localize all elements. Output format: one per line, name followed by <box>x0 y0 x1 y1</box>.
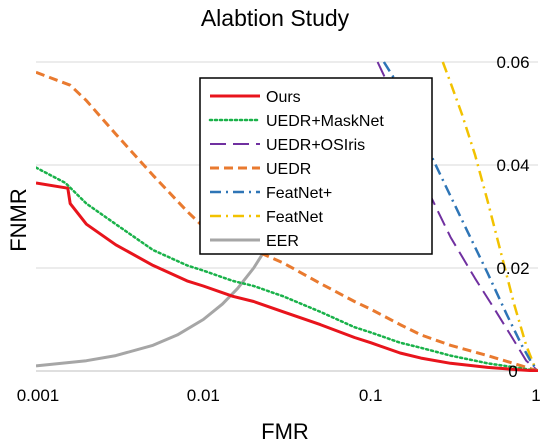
y-tick-label: 0.02 <box>496 259 529 278</box>
y-axis-ticks: 0 0.02 0.04 0.06 <box>496 53 529 381</box>
y-tick-label: 0 <box>508 362 517 381</box>
series-line-uedr-masknet <box>36 166 538 372</box>
series-line-uedr <box>36 70 538 372</box>
legend-label: UEDR+MaskNet <box>266 113 384 130</box>
x-tick-label: 1 <box>531 386 540 405</box>
legend-label: FeatNet <box>266 209 323 226</box>
y-tick-label: 0.06 <box>496 53 529 72</box>
series-line-featnet <box>441 61 538 372</box>
legend-label: EER <box>266 233 299 250</box>
legend-box <box>199 77 433 255</box>
x-tick-label: 0.001 <box>17 386 60 405</box>
legend-label: UEDR <box>266 161 311 178</box>
x-axis-ticks: 0.001 0.01 0.1 1 <box>17 386 541 405</box>
x-tick-label: 0.1 <box>359 386 383 405</box>
series-line-ours <box>36 181 538 372</box>
legend-label: UEDR+OSIris <box>266 137 365 154</box>
x-tick-label: 0.01 <box>187 386 220 405</box>
x-axis-label: FMR <box>261 419 309 444</box>
plot-area <box>36 61 538 372</box>
chart-title: Alabtion Study <box>201 5 350 31</box>
legend: Ours UEDR+MaskNet UEDR+OSIris UEDR FeatNet+ F… <box>199 77 433 255</box>
y-tick-label: 0.04 <box>496 156 529 175</box>
legend-label: FeatNet+ <box>266 185 332 202</box>
y-axis-label: FNMR <box>6 188 31 252</box>
legend-label: Ours <box>266 89 301 106</box>
